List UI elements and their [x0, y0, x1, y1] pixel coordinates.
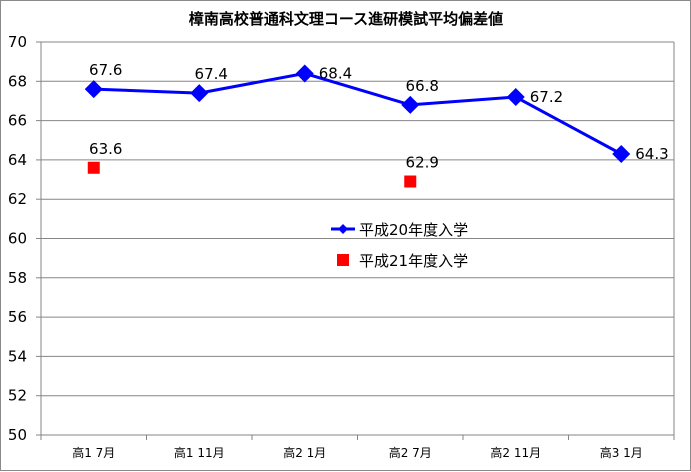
y-tick-label: 68	[8, 72, 27, 90]
y-tick-label: 58	[8, 269, 27, 287]
y-tick-label: 54	[8, 347, 27, 365]
x-category-label: 高3 1月	[600, 445, 643, 460]
y-tick-label: 64	[8, 151, 27, 169]
data-point-marker	[612, 145, 631, 164]
data-label: 67.4	[195, 65, 228, 83]
y-tick-label: 60	[8, 230, 27, 248]
data-point-marker	[506, 88, 525, 107]
y-tick-label: 50	[8, 426, 27, 444]
data-label: 67.2	[530, 88, 563, 106]
y-tick-label: 62	[8, 190, 27, 208]
y-tick-label: 70	[8, 33, 27, 51]
data-point-marker	[84, 80, 103, 99]
data-label: 66.8	[406, 77, 439, 95]
y-axis-tick-labels: 50 52 54 56 58 60 62 64 66 68 70	[8, 33, 27, 444]
data-point-marker	[295, 64, 314, 83]
data-label: 62.9	[406, 154, 439, 172]
series-line-1	[93, 71, 622, 156]
grid-lines	[41, 41, 674, 397]
series-marks	[84, 64, 631, 188]
chart-title: 樟南高校普通科文理コース進研模試平均偏差値	[189, 10, 503, 28]
x-category-label: 高2 1月	[283, 445, 326, 460]
data-point-marker	[87, 161, 100, 174]
legend-marker-swatch	[337, 254, 349, 266]
legend-entry: 平成20年度入学	[331, 221, 468, 239]
axes	[36, 41, 675, 440]
data-label: 64.3	[635, 145, 668, 163]
data-point-marker	[190, 84, 209, 103]
x-category-label: 高2 7月	[389, 445, 432, 460]
data-point-marker	[404, 175, 417, 188]
data-label: 63.6	[89, 140, 122, 158]
x-category-label: 高1 7月	[72, 445, 115, 460]
x-category-label: 高2 11月	[490, 445, 541, 460]
data-point-marker	[401, 95, 420, 114]
y-tick-label: 56	[8, 308, 27, 326]
x-axis-category-labels: 高1 7月 高1 11月 高2 1月 高2 7月 高2 11月 高3 1月	[72, 445, 643, 460]
y-tick-label: 66	[8, 112, 27, 130]
legend-entry: 平成21年度入学	[337, 252, 468, 270]
legend-marker-swatch	[338, 224, 348, 234]
data-label: 67.6	[89, 61, 122, 79]
legend-label: 平成21年度入学	[359, 252, 468, 270]
legend-label: 平成20年度入学	[359, 221, 468, 239]
data-label: 68.4	[319, 64, 352, 82]
y-tick-label: 52	[8, 387, 27, 405]
x-category-label: 高1 11月	[174, 445, 225, 460]
data-labels: 67.6 67.4 68.4 66.8 67.2 64.3 63.6 62.9	[89, 61, 669, 171]
